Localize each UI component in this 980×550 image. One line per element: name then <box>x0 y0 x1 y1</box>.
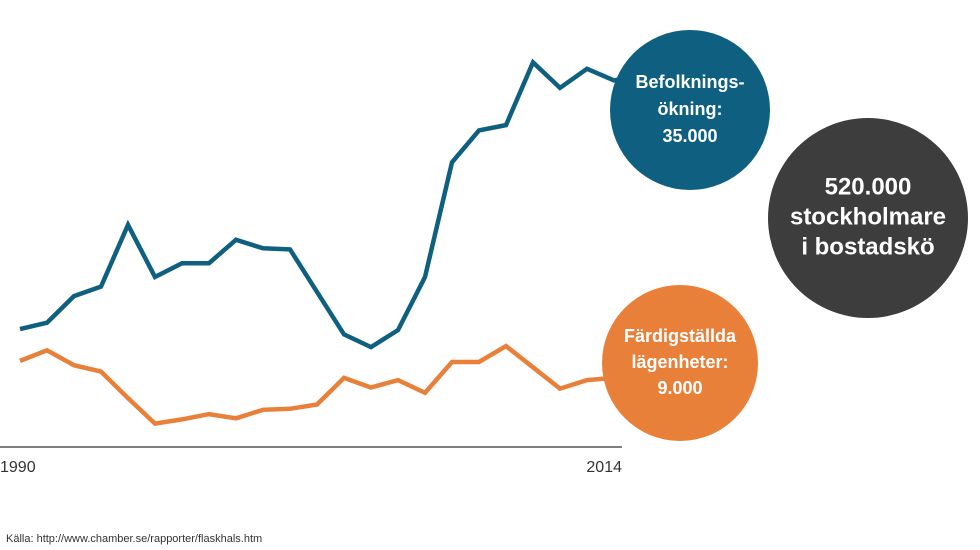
line-series <box>19 58 669 350</box>
annotation-text: Befolknings- <box>635 72 744 92</box>
annotation-text: i bostadskö <box>801 233 934 260</box>
annotation-text: 35.000 <box>662 126 717 146</box>
annotation-text: Färdigställda <box>624 326 737 346</box>
x-tick-label: 2014 <box>586 459 622 476</box>
line-series <box>19 343 669 426</box>
annotation-circle <box>768 118 968 318</box>
annotation-text: 9.000 <box>657 378 702 398</box>
annotation-text: lägenheter: <box>631 352 728 372</box>
annotation-text: stockholmare <box>790 203 946 230</box>
source: Källa: http://www.chamber.se/rapporter/f… <box>6 533 262 545</box>
x-tick-label: 1990 <box>0 459 36 476</box>
annotation-circle <box>602 285 758 441</box>
annotation-text: ökning: <box>658 99 723 119</box>
annotation-circle <box>610 30 770 190</box>
annotation-text: 520.000 <box>825 173 912 200</box>
